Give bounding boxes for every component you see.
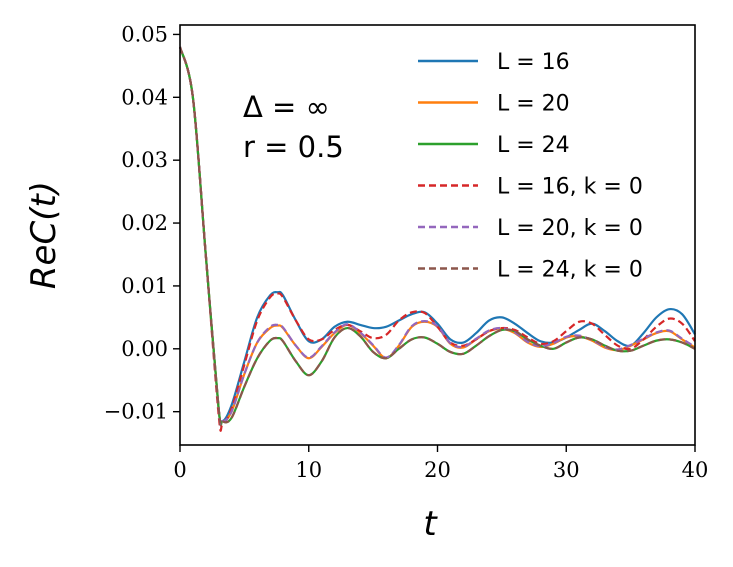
legend-label-5: L = 20, k = 0 xyxy=(497,216,643,241)
y-tick-label: 0.04 xyxy=(121,85,168,109)
x-tick-label: 40 xyxy=(682,458,709,482)
y-axis-ticks: −0.01 0.00 0.01 0.02 0.03 0.04 0.05 xyxy=(104,22,180,424)
series-layer xyxy=(178,46,696,432)
x-tick-label: 0 xyxy=(173,458,186,482)
legend-label-2: L = 20 xyxy=(497,92,570,117)
y-tick-label: 0.03 xyxy=(121,148,168,172)
legend-label-4: L = 16, k = 0 xyxy=(497,175,643,200)
annotation-delta: Δ = ∞ xyxy=(243,90,330,124)
legend-label-1: L = 16 xyxy=(497,50,570,75)
annotation-r: r = 0.5 xyxy=(243,130,344,164)
legend-label-6: L = 24, k = 0 xyxy=(497,258,643,283)
x-tick-label: 30 xyxy=(553,458,580,482)
y-axis-label: ReC(t) xyxy=(24,181,64,289)
x-axis-label: t xyxy=(423,504,438,544)
x-axis-ticks: 0 10 20 30 40 xyxy=(173,445,708,482)
y-tick-label: 0.02 xyxy=(121,211,168,235)
y-tick-label: 0.05 xyxy=(121,22,168,46)
x-tick-label: 20 xyxy=(424,458,451,482)
y-tick-label: 0.01 xyxy=(121,274,168,298)
legend: L = 16 L = 20 L = 24 L = 16, k = 0 L = 20, k… xyxy=(418,50,643,283)
series-line-5 xyxy=(178,46,696,427)
legend-label-3: L = 24 xyxy=(497,133,570,158)
y-tick-label: 0.00 xyxy=(121,337,168,361)
series-line-6 xyxy=(178,46,696,426)
y-tick-label: −0.01 xyxy=(104,400,168,424)
x-tick-label: 10 xyxy=(295,458,322,482)
